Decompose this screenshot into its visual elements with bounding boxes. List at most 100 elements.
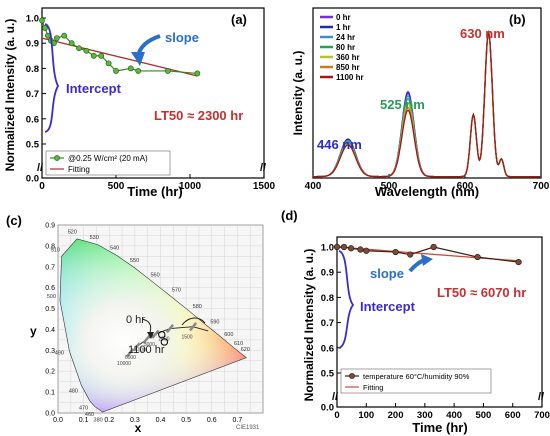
panel-d: 0 100 200 300 400 500 600 700 0.0 0.5 0.6 0.7 0.8 0.9… — [281, 208, 550, 435]
c-locus-label-13: 580 — [193, 304, 202, 310]
a-ytick-label-5: 0.9 — [26, 39, 39, 50]
c-planck-tick-4 — [165, 324, 175, 334]
c-locus-label-9: 540 — [110, 245, 119, 251]
d-xtick-label-7: 700 — [534, 410, 550, 421]
a-point-0 — [39, 17, 45, 24]
d-xtick-label-3: 300 — [417, 410, 433, 421]
a-series-line — [41, 20, 198, 75]
a-point-14 — [127, 65, 134, 72]
d-point-8 — [474, 253, 481, 261]
a-ytick-label-4: 0.8 — [26, 64, 39, 75]
panel-b-frame — [312, 7, 542, 179]
c-ytick-label-9: 0.9 — [45, 223, 55, 230]
panel-b-label: (b) — [509, 12, 526, 27]
panel-b-peak-green: 525 nm — [380, 97, 425, 112]
panel-a: 0 500 1000 1500 0.0 0.5 0.6 0.7 0.8 0.9 1.0 // // (a… — [3, 7, 275, 199]
a-point-10 — [90, 52, 97, 59]
a-xtick-label-1: 500 — [108, 181, 125, 192]
c-locus-label-2: 470 — [79, 406, 88, 412]
c-point-0 — [158, 330, 166, 339]
a-xtick-label-2: 1000 — [179, 181, 202, 192]
c-locus-label-4: 490 — [55, 350, 64, 356]
panel-c-ylabel: y — [30, 324, 37, 338]
panel-d-axes: 0 100 200 300 400 500 600 700 0.0 0.5 0.6 0.7 0.8 0.9… — [321, 243, 550, 422]
c-xtick-label-0: 0.0 — [53, 417, 63, 424]
d-point-5 — [392, 248, 399, 256]
a-point-13 — [113, 68, 119, 74]
c-xtick-label-1: 0.1 — [79, 417, 89, 424]
panel-b-ylabel: Intensity (a. u.) — [291, 51, 305, 136]
d-point-7 — [430, 243, 437, 251]
c-planck-tick-5 — [189, 322, 198, 332]
panel-c-watermark: CIE1931 — [236, 425, 260, 431]
a-xtick-label-0: 0 — [39, 181, 45, 192]
c-locus-label-12: 570 — [172, 288, 181, 294]
d-point-6 — [407, 251, 414, 258]
a-fit-line — [41, 37, 198, 77]
c-locus-label-6: 510 — [51, 248, 60, 254]
panel-b-marks — [313, 30, 541, 178]
panel-a-intercept-annotation: Intercept — [66, 81, 122, 96]
panel-d-lt50-annotation: LT50 ≈ 6070 hr — [437, 285, 526, 300]
a-point-5 — [53, 35, 60, 42]
c-ytick-label-6: 0.6 — [45, 285, 55, 292]
panel-c-point-label-1: 1100 hr — [128, 344, 165, 356]
panel-d-ylabel: Normalized Intensity (a. u.) — [302, 249, 316, 402]
b-xtick-label-0: 400 — [305, 181, 322, 192]
c-locus-label-1: 460 — [85, 412, 94, 418]
a-ytick-label-0: 0.0 — [26, 174, 39, 185]
c-temp-label-4: 2000 — [158, 337, 169, 343]
legend-a-marker-0 — [54, 155, 60, 161]
c-temp-label-5: 1500 — [181, 335, 192, 341]
panel-b-peak-blue: 446 nm — [317, 137, 362, 152]
b-legend-label-1: 1 hr — [336, 23, 351, 32]
c-planck-tick-3 — [151, 329, 160, 339]
panel-d-intercept-annotation: Intercept — [360, 299, 416, 314]
a-axis-break-right: // — [260, 162, 266, 174]
panel-a-intercept-brace — [44, 23, 60, 133]
d-series-line — [337, 246, 519, 263]
b-xtick-label-3: 700 — [533, 181, 550, 192]
legend-d-label-0: temperature 60°C/humidity 90% — [363, 372, 470, 381]
c-xtick-label-6: 0.6 — [207, 417, 217, 424]
d-ytick-label-3: 0.7 — [321, 318, 334, 329]
a-ytick-label-2: 0.6 — [26, 114, 39, 125]
c-temp-label-1: 6000 — [125, 355, 136, 361]
d-xtick-label-5: 500 — [475, 410, 491, 421]
panel-d-intercept-brace — [338, 250, 355, 349]
a-ytick-label-3: 0.7 — [26, 89, 39, 100]
d-point-1 — [340, 243, 348, 251]
c-xtick-label-2: 0.2 — [104, 417, 114, 424]
d-ytick-label-4: 0.8 — [321, 293, 334, 304]
a-point-12 — [105, 60, 112, 67]
c-point-arrowhead — [147, 332, 154, 339]
panel-a-slope-annotation: slope — [165, 30, 199, 45]
c-ytick-label-5: 0.5 — [45, 306, 55, 313]
c-locus-label-15: 600 — [224, 332, 233, 338]
d-xtick-label-4: 400 — [446, 410, 462, 421]
a-point-6 — [61, 32, 68, 39]
b-series-6 — [313, 30, 541, 178]
a-ytick-label-6: 1.0 — [26, 14, 39, 25]
panel-a-lt50-annotation: LT50 ≈ 2300 hr — [154, 108, 243, 123]
c-locus-label-14: 590 — [210, 319, 219, 325]
c-ytick-label-2: 0.2 — [45, 369, 55, 376]
a-point-7 — [68, 40, 75, 47]
panel-d-slope-annotation: slope — [370, 266, 404, 281]
c-xtick-label-3: 0.3 — [130, 417, 140, 424]
legend-a-label-1: Fitting — [68, 165, 90, 174]
panel-c-point-label-0: 0 hr — [126, 314, 145, 326]
c-ytick-label-4: 0.4 — [45, 327, 55, 334]
a-point-15 — [135, 68, 142, 74]
d-xtick-label-0: 0 — [334, 410, 339, 421]
c-locus-label-3: 480 — [69, 389, 78, 395]
panel-a-slope-arrowhead — [131, 52, 145, 66]
panel-a-axes: 0 500 1000 1500 0.0 0.5 0.6 0.7 0.8 0.9 1.0 // // — [26, 14, 275, 193]
a-xtick-label-3: 1500 — [253, 181, 275, 192]
a-point-17 — [194, 70, 201, 77]
legend-d-label-1: Fitting — [363, 383, 383, 392]
d-ytick-label-5: 0.9 — [321, 268, 334, 279]
spectral-locus — [59, 238, 247, 413]
